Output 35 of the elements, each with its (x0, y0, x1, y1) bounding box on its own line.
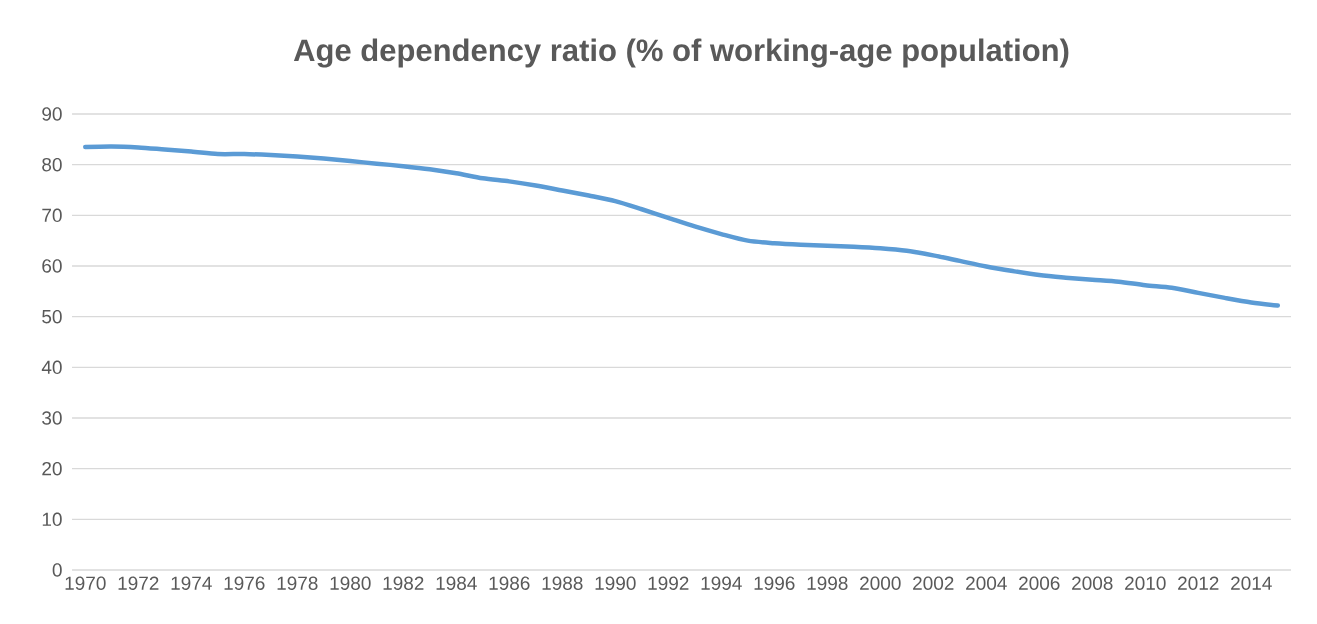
x-tick-label: 1978 (277, 576, 318, 590)
x-tick-label: 2000 (860, 576, 901, 590)
x-tick-label: 2006 (1019, 576, 1060, 590)
x-tick-label: 1976 (224, 576, 265, 590)
y-tick-label: 80 (42, 157, 62, 172)
x-tick-label: 1988 (542, 576, 583, 590)
x-tick-label: 1984 (436, 576, 477, 590)
x-tick-label: 1994 (701, 576, 742, 590)
x-tick-label: 2012 (1178, 576, 1219, 590)
x-tick-label: 1996 (754, 576, 795, 590)
x-tick-label: 1972 (118, 576, 159, 590)
y-tick-label: 0 (52, 563, 62, 577)
x-tick-label: 1990 (595, 576, 636, 590)
x-tick-label: 1982 (383, 576, 424, 590)
y-tick-label: 40 (41, 360, 62, 375)
x-tick-label: 2008 (1072, 576, 1113, 590)
x-tick-label: 1974 (171, 576, 212, 590)
y-tick-label: 90 (42, 107, 62, 121)
y-tick-label: 60 (42, 259, 62, 273)
line-series (83, 144, 1281, 308)
y-tick-label: 70 (42, 208, 62, 223)
y-tick-label: 30 (42, 411, 62, 425)
x-tick-label: 2010 (1125, 576, 1166, 590)
x-tick-label: 1998 (807, 576, 848, 590)
x-tick-label: 1986 (489, 576, 530, 590)
y-tick-label: 50 (42, 309, 62, 324)
chart-title: Age dependency ratio (% of working-age population) (293, 38, 1069, 68)
y-tick-label: 10 (42, 512, 62, 527)
x-tick-label: 2014 (1231, 576, 1272, 590)
x-tick-label: 1992 (648, 576, 689, 590)
x-tick-label: 1980 (330, 576, 371, 590)
y-tick-label: 20 (42, 461, 62, 476)
x-tick-label: 1970 (65, 576, 106, 590)
x-tick-label: 2002 (913, 576, 954, 590)
x-tick-label: 2004 (966, 576, 1007, 590)
